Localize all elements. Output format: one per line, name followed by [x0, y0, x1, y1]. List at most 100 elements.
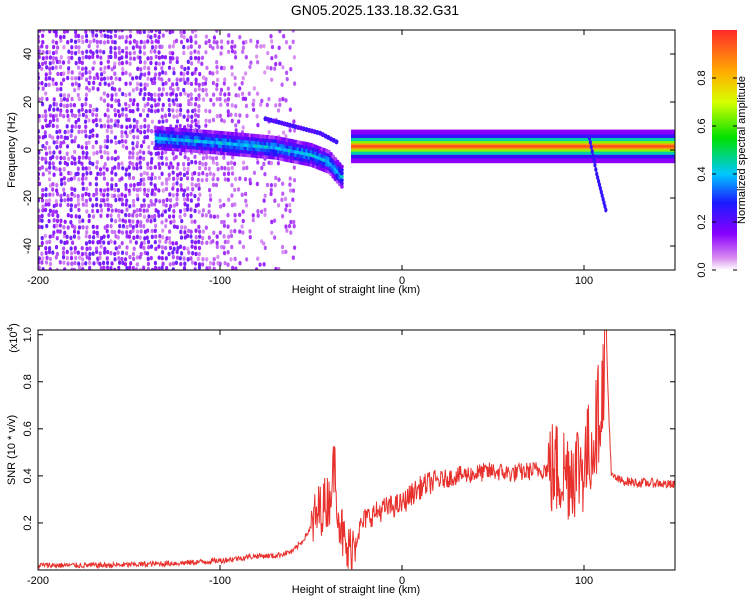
noise-cell	[88, 134, 92, 140]
noise-cell	[194, 122, 198, 128]
noise-cell	[67, 55, 71, 61]
noise-cell	[54, 50, 59, 55]
noise-cell	[38, 171, 41, 177]
noise-cell	[189, 44, 193, 49]
noise-cell	[51, 55, 56, 61]
noise-cell	[280, 197, 284, 203]
noise-cell	[62, 96, 67, 102]
noise-cell	[172, 176, 176, 182]
noise-cell	[106, 134, 110, 140]
noise-cell	[91, 30, 95, 35]
noise-cell	[223, 98, 227, 103]
noise-cell	[193, 108, 197, 113]
noise-cell	[229, 160, 234, 165]
noise-cell	[292, 55, 297, 60]
noise-cell	[193, 245, 198, 250]
noise-cell	[146, 261, 151, 267]
noise-cell	[164, 203, 168, 208]
noise-cell	[80, 257, 85, 262]
noise-cell	[87, 55, 92, 60]
noise-cell	[168, 44, 172, 49]
noise-cell	[102, 165, 106, 170]
noise-cell	[147, 214, 151, 219]
noise-cell	[51, 233, 55, 239]
noise-cell	[38, 81, 41, 86]
noise-cell	[282, 34, 286, 39]
y-tick-label: 0.6	[22, 421, 34, 436]
noise-cell	[124, 257, 128, 262]
noise-cell	[277, 45, 281, 51]
noise-cell	[242, 160, 246, 165]
noise-cell	[76, 166, 80, 171]
noise-cell	[41, 208, 45, 213]
noise-cell	[197, 262, 202, 267]
noise-cell	[41, 56, 45, 61]
noise-cell	[215, 244, 219, 250]
noise-cell	[185, 117, 190, 123]
noise-cell	[65, 108, 69, 114]
noise-cell	[274, 54, 278, 59]
noise-cell	[51, 114, 56, 119]
noise-cell	[168, 204, 173, 209]
noise-cell	[160, 114, 164, 120]
noise-cell	[94, 246, 99, 251]
noise-cell	[95, 54, 100, 59]
noise-cell	[41, 143, 45, 149]
noise-cell	[180, 64, 184, 70]
noise-cell	[84, 30, 88, 34]
noise-cell	[66, 129, 70, 135]
noise-cell	[186, 109, 190, 114]
noise-cell	[91, 214, 96, 219]
noise-cell	[186, 45, 190, 50]
noise-cell	[204, 108, 208, 114]
noise-cell	[136, 30, 140, 34]
noise-cell	[289, 66, 293, 72]
noise-cell	[186, 197, 190, 202]
noise-cell	[219, 87, 224, 93]
noise-cell	[70, 267, 74, 270]
noise-cell	[40, 96, 44, 102]
noise-cell	[131, 151, 135, 156]
noise-cell	[77, 38, 81, 44]
noise-cell	[101, 260, 106, 266]
noise-cell	[41, 86, 45, 91]
noise-cell	[62, 140, 66, 145]
noise-cell	[175, 56, 179, 61]
noise-cell	[113, 187, 117, 193]
noise-cell	[150, 188, 155, 193]
noise-cell	[175, 108, 179, 113]
noise-cell	[66, 75, 70, 81]
noise-cell	[52, 102, 56, 107]
noise-cell	[142, 214, 147, 219]
noise-cell	[92, 230, 96, 235]
noise-cell	[107, 82, 111, 87]
noise-cell	[138, 212, 142, 218]
noise-cell	[269, 187, 273, 193]
noise-cell	[277, 177, 281, 182]
noise-cell	[74, 33, 78, 39]
noise-cell	[47, 50, 52, 55]
noise-cell	[197, 93, 201, 98]
noise-cell	[165, 30, 169, 33]
noise-cell	[161, 81, 165, 87]
noise-cell	[106, 138, 110, 144]
noise-cell	[110, 80, 115, 86]
noise-cell	[276, 161, 281, 166]
noise-cell	[197, 171, 201, 177]
noise-cell	[121, 166, 125, 171]
noise-cell	[154, 223, 158, 229]
noise-cell	[190, 119, 194, 124]
noise-cell	[215, 234, 219, 239]
noise-cell	[131, 155, 135, 160]
noise-cell	[55, 45, 60, 50]
noise-cell	[106, 150, 110, 156]
noise-cell	[139, 172, 143, 178]
noise-cell	[124, 130, 128, 135]
noise-cell	[140, 203, 144, 209]
noise-cell	[70, 240, 75, 245]
noise-cell	[165, 197, 169, 203]
noise-cell	[69, 203, 74, 208]
noise-cell	[63, 267, 67, 270]
noise-cell	[84, 114, 89, 119]
noise-cell	[114, 208, 118, 213]
